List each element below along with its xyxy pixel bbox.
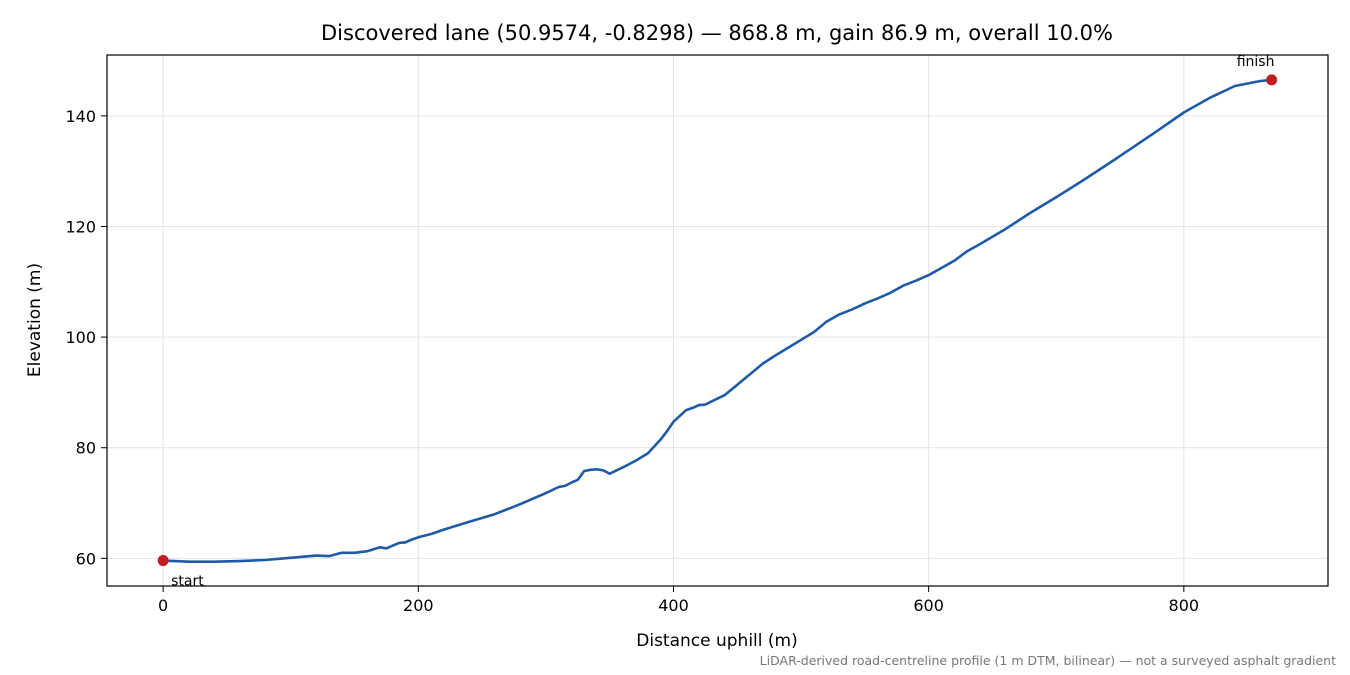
elevation-line — [161, 78, 1273, 564]
x-tick-label: 800 — [1169, 596, 1200, 615]
plot-frame — [106, 54, 1329, 587]
y-axis-label: Elevation (m) — [25, 263, 45, 377]
x-tick-label: 200 — [403, 596, 434, 615]
y-tick-label: 120 — [65, 217, 96, 236]
marker-layer: start finish — [157, 54, 1278, 590]
x-axis-label: Distance uphill (m) — [636, 631, 797, 651]
marker-label-start: start — [171, 574, 204, 590]
marker-label-finish: finish — [1237, 54, 1275, 70]
marker-start — [157, 555, 169, 567]
y-tick-label: 140 — [65, 107, 96, 126]
y-tick-label: 80 — [76, 439, 96, 458]
axis-ticks: 0 200 400 600 800 60 80 100 120 140 — [65, 107, 1199, 615]
x-tick-label: 0 — [158, 596, 168, 615]
grid — [107, 55, 1328, 586]
y-tick-label: 60 — [76, 549, 96, 568]
series-layer — [161, 78, 1273, 564]
x-tick-label: 400 — [658, 596, 689, 615]
chart-title: Discovered lane (50.9574, -0.8298) — 868… — [321, 21, 1113, 45]
footnote: LiDAR-derived road-centreline profile (1… — [760, 653, 1336, 668]
marker-finish — [1266, 74, 1278, 86]
x-tick-label: 600 — [913, 596, 944, 615]
y-tick-label: 100 — [65, 328, 96, 347]
